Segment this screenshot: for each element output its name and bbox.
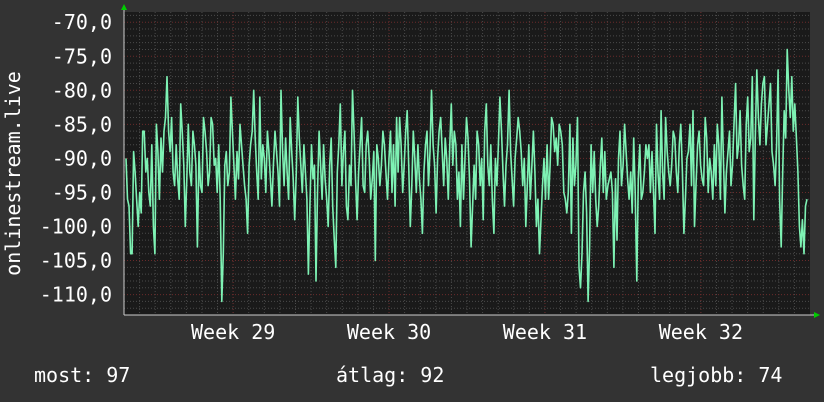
y-tick-label: -75,0 (52, 44, 112, 68)
y-tick-label: -100,0 (40, 214, 112, 238)
x-tick-label: Week 29 (191, 320, 275, 344)
stat-current-label: most: (34, 363, 95, 387)
x-axis-arrow (814, 312, 820, 318)
stat-best-value: 74 (758, 363, 783, 387)
y-tick-label: -95,0 (52, 180, 112, 204)
stat-current: most: 97 (34, 363, 130, 387)
stat-average-value: 92 (420, 363, 445, 387)
x-tick-label: Week 32 (659, 320, 743, 344)
y-tick-label: -90,0 (52, 146, 112, 170)
stat-best: legjobb: 74 (650, 363, 782, 387)
y-axis-title: onlinestream.live (1, 71, 25, 276)
stat-average-label: átlag: (336, 363, 409, 387)
y-tick-label: -70,0 (52, 10, 112, 34)
series-line (125, 48, 808, 303)
y-tick-label: -85,0 (52, 112, 112, 136)
stat-best-label: legjobb: (650, 363, 747, 387)
x-tick-label: Week 31 (503, 320, 587, 344)
x-tick-label: Week 30 (347, 320, 431, 344)
stat-current-value: 97 (106, 363, 131, 387)
y-tick-label: -110,0 (40, 283, 112, 307)
stat-average: átlag: 92 (336, 363, 444, 387)
y-axis-arrow (121, 4, 127, 10)
y-tick-label: -80,0 (52, 78, 112, 102)
line-chart: -70,0 -75,0 -80,0 -85,0 -90,0 -95,0 -100,0 -105… (1, 4, 820, 344)
y-tick-label: -105,0 (40, 249, 112, 273)
